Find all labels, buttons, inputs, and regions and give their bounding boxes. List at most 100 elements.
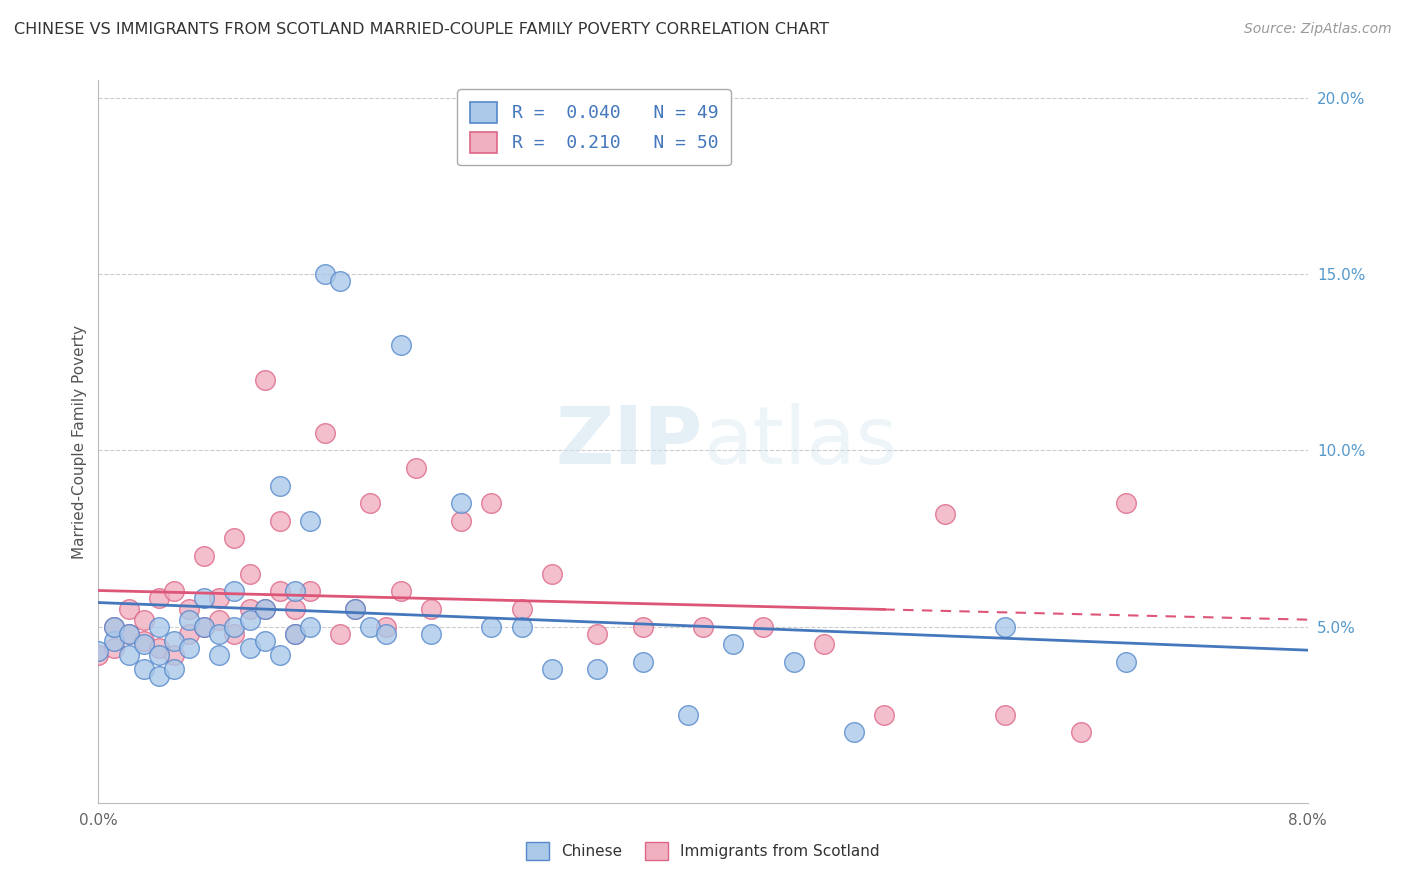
Point <box>269 478 291 492</box>
Point <box>193 549 215 563</box>
Point <box>631 619 654 633</box>
Text: atlas: atlas <box>703 402 897 481</box>
Point <box>284 584 307 599</box>
Point <box>269 584 291 599</box>
Legend: Chinese, Immigrants from Scotland: Chinese, Immigrants from Scotland <box>519 835 887 867</box>
Point <box>314 267 336 281</box>
Y-axis label: Married-Couple Family Poverty: Married-Couple Family Poverty <box>72 325 87 558</box>
Point <box>103 633 125 648</box>
Point <box>405 461 427 475</box>
Point <box>284 626 307 640</box>
Point <box>481 619 503 633</box>
Point <box>193 619 215 633</box>
Point <box>148 640 170 655</box>
Point <box>224 584 246 599</box>
Point <box>118 602 141 616</box>
Point <box>510 619 533 633</box>
Point <box>148 648 170 662</box>
Point <box>450 514 472 528</box>
Point <box>299 584 322 599</box>
Point <box>208 613 231 627</box>
Point <box>723 637 745 651</box>
Point <box>873 707 896 722</box>
Text: Source: ZipAtlas.com: Source: ZipAtlas.com <box>1244 22 1392 37</box>
Point <box>179 640 201 655</box>
Point <box>420 626 443 640</box>
Point <box>481 496 503 510</box>
Point <box>103 619 125 633</box>
Point <box>299 619 322 633</box>
Point <box>132 662 155 676</box>
Point <box>208 648 231 662</box>
Point <box>193 619 215 633</box>
Point <box>510 602 533 616</box>
Point <box>253 602 276 616</box>
Point <box>374 619 396 633</box>
Point <box>239 640 262 655</box>
Point <box>132 613 155 627</box>
Point <box>813 637 835 651</box>
Point <box>783 655 806 669</box>
Point <box>148 591 170 606</box>
Point <box>163 633 186 648</box>
Point <box>284 626 307 640</box>
Point <box>103 640 125 655</box>
Text: ZIP: ZIP <box>555 402 703 481</box>
Point <box>253 633 276 648</box>
Point <box>87 648 110 662</box>
Point <box>344 602 367 616</box>
Point <box>1115 655 1137 669</box>
Point <box>208 591 231 606</box>
Point <box>844 725 866 739</box>
Text: CHINESE VS IMMIGRANTS FROM SCOTLAND MARRIED-COUPLE FAMILY POVERTY CORRELATION CH: CHINESE VS IMMIGRANTS FROM SCOTLAND MARR… <box>14 22 830 37</box>
Point <box>314 425 336 440</box>
Point <box>360 619 382 633</box>
Point <box>239 602 262 616</box>
Point <box>586 662 609 676</box>
Point <box>118 648 141 662</box>
Point <box>103 619 125 633</box>
Point <box>540 662 562 676</box>
Point <box>389 337 412 351</box>
Point <box>224 532 246 546</box>
Point <box>374 626 396 640</box>
Point <box>239 613 262 627</box>
Point <box>1070 725 1092 739</box>
Point <box>87 644 110 658</box>
Point <box>118 626 141 640</box>
Point <box>163 584 186 599</box>
Point <box>586 626 609 640</box>
Point <box>253 602 276 616</box>
Point <box>148 619 170 633</box>
Point <box>163 662 186 676</box>
Point <box>132 637 155 651</box>
Point <box>179 613 201 627</box>
Point <box>148 669 170 683</box>
Point <box>631 655 654 669</box>
Point <box>994 619 1017 633</box>
Point <box>299 514 322 528</box>
Point <box>269 514 291 528</box>
Point <box>269 648 291 662</box>
Point <box>420 602 443 616</box>
Point <box>224 619 246 633</box>
Point <box>329 274 352 288</box>
Point <box>224 626 246 640</box>
Point <box>284 602 307 616</box>
Point <box>179 626 201 640</box>
Point <box>253 373 276 387</box>
Point <box>540 566 562 581</box>
Point <box>389 584 412 599</box>
Point <box>994 707 1017 722</box>
Point <box>208 626 231 640</box>
Point <box>329 626 352 640</box>
Point <box>676 707 699 722</box>
Point <box>163 648 186 662</box>
Point <box>1115 496 1137 510</box>
Point <box>193 591 215 606</box>
Point <box>179 602 201 616</box>
Point <box>360 496 382 510</box>
Point <box>344 602 367 616</box>
Point <box>132 633 155 648</box>
Point <box>692 619 714 633</box>
